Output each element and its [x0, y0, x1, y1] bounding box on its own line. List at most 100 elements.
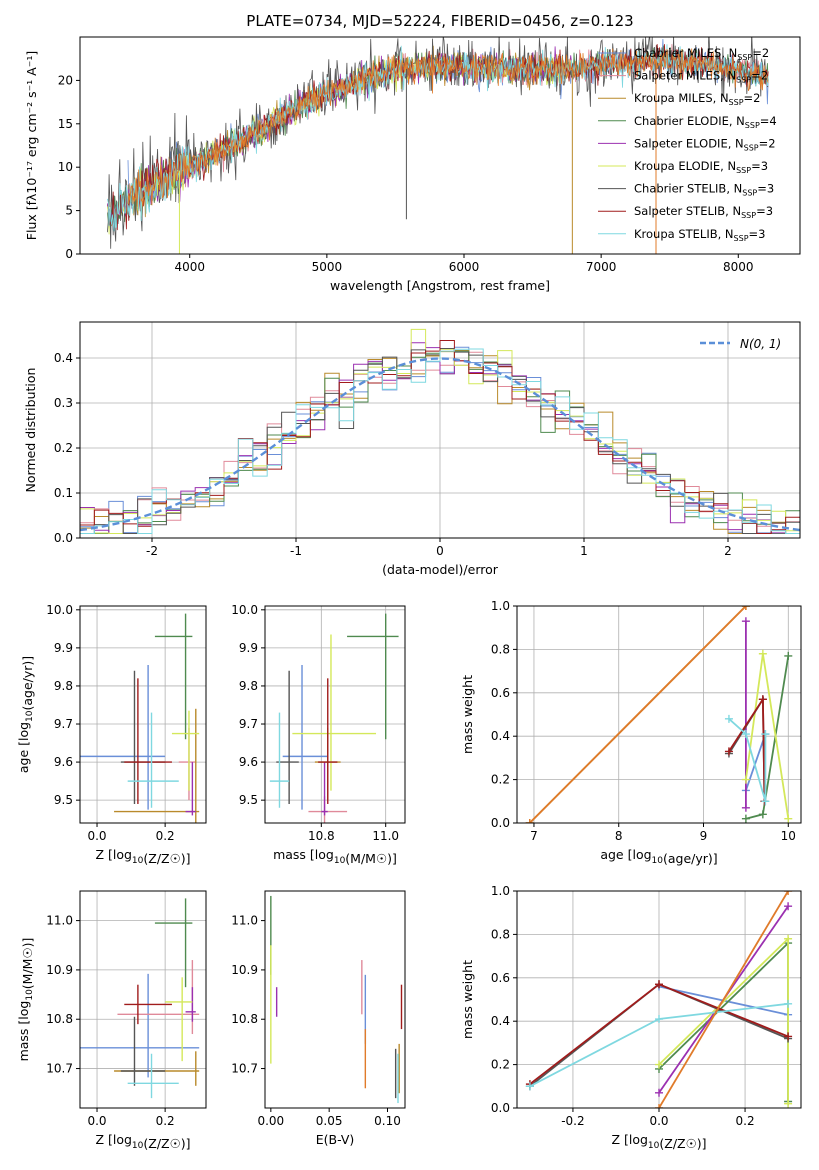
label-part: wavelength [Angstrom, rest frame]	[330, 278, 550, 293]
y-tick-label: 0.0	[54, 531, 73, 545]
weight-vs-age-plot	[525, 606, 793, 823]
weight-marker	[758, 810, 767, 819]
legend-text: Salpeter STELIB, N	[634, 204, 741, 218]
weight-marker	[741, 814, 750, 823]
y-tick-label: 9.9	[239, 641, 258, 655]
y-tick-label: 0.8	[491, 927, 510, 941]
x-tick-label: 0.00	[257, 1114, 284, 1128]
x-axis-label: E(B-V)	[316, 1132, 355, 1147]
y-tick-label: 11.0	[46, 914, 73, 928]
weight-marker	[655, 1060, 663, 1069]
axes-frame	[79, 890, 207, 1109]
x-axis-label: Z [log10(Z/Z☉)]	[611, 1132, 706, 1151]
weight-marker	[741, 617, 750, 626]
y-tick-label: 9.6	[54, 755, 73, 769]
weight-marker	[741, 803, 750, 812]
weight-marker	[525, 819, 534, 823]
y-axis-label: Normed distribution	[23, 368, 38, 493]
label-part: Z [	[95, 1132, 112, 1147]
weight-marker	[784, 891, 793, 895]
weight-marker	[784, 651, 793, 660]
x-tick-label: 8000	[723, 260, 754, 274]
legend-label: Salpeter ELODIE, NSSP=2	[634, 136, 776, 152]
legend-subscript: SSP	[744, 143, 759, 152]
weight-marker	[655, 1104, 663, 1108]
mass-vs-ebv-plot	[270, 895, 403, 1104]
legend-subscript: SSP	[734, 234, 749, 243]
label-part: log	[113, 847, 132, 862]
x-tick-label: 0	[436, 544, 444, 558]
legend-label: Chabrier ELODIE, NSSP=4	[634, 114, 777, 130]
x-tick-label: 0.05	[316, 1114, 343, 1128]
x-tick-label: 4000	[174, 260, 205, 274]
weight-vs-Z-plot	[525, 891, 793, 1108]
y-tick-label: 9.6	[239, 755, 258, 769]
x-tick-label: 2	[724, 544, 732, 558]
y-tick-label: 1.0	[491, 884, 510, 898]
x-tick-label: 7	[530, 829, 538, 843]
weight-line	[728, 718, 767, 802]
y-tick-label: 0.0	[491, 1101, 510, 1115]
legend-text: =3	[749, 227, 766, 241]
legend-text: Kroupa ELODIE, N	[634, 159, 736, 173]
y-tick-label: 10.8	[231, 1012, 258, 1026]
legend: N(0, 1)	[700, 337, 781, 351]
age-vs-mass-axes: 10.8 11.0 9.5 9.6 9.7 9.8 9.9 10.0 mass [log10(M…	[231, 603, 406, 866]
histogram-step	[80, 340, 800, 534]
x-axis-label: Z [log10(Z/Z☉)]	[95, 1132, 190, 1151]
y-tick-label: 10.0	[231, 603, 258, 617]
label-part: mass weight	[460, 960, 475, 1039]
label-part: (Z/Z☉)]	[659, 1136, 706, 1151]
label-part: log	[113, 1132, 132, 1147]
y-tick-label: 10.7	[46, 1062, 73, 1076]
weight-vs-Z-axes: -0.2 0.0 0.2 0.0 0.2 0.4 0.6 0.8 1.0 Z [log10(Z/Z…	[460, 884, 802, 1151]
y-tick-label: 0.1	[54, 486, 73, 500]
x-tick-label: 0.0	[87, 1114, 106, 1128]
weight-marker	[525, 1082, 534, 1091]
residuals-axes: -2 -1 0 1 2 0.0 0.1 0.2 0.3 0.4 (data-model)/error…	[23, 321, 801, 577]
mass-vs-Z-plot	[80, 898, 200, 1099]
label-part: log	[629, 1132, 648, 1147]
x-tick-label: 0.0	[87, 829, 106, 843]
legend-text: Chabrier ELODIE, N	[634, 114, 745, 128]
weight-marker	[655, 1088, 663, 1097]
legend-text: =2	[759, 136, 776, 150]
weight-line	[658, 940, 789, 1102]
label-part: (age/yr)]	[20, 656, 35, 711]
label-subscript: 10	[25, 989, 35, 1001]
legend-label: Chabrier STELIB, NSSP=3	[634, 182, 774, 198]
label-part: Z [	[611, 1132, 628, 1147]
y-tick-label: 1.0	[491, 599, 510, 613]
legend-label: Salpeter MILES, NSSP=2	[634, 69, 768, 85]
residuals-plot	[80, 328, 800, 534]
weight-marker	[724, 714, 733, 723]
x-axis-label: mass [log10(M/M☉)]	[273, 847, 397, 866]
y-axis-label: age [log10(age/yr)]	[16, 656, 35, 773]
axes-frame	[264, 890, 406, 1109]
axes-frame	[264, 605, 406, 824]
y-axis-label: mass weight	[460, 960, 475, 1039]
y-tick-label: 9.9	[54, 641, 73, 655]
age-vs-Z-plot	[80, 613, 200, 823]
legend-text: =4	[760, 114, 777, 128]
label-subscript: 10	[132, 1141, 144, 1151]
x-tick-label: 9	[700, 829, 708, 843]
label-subscript: 10	[648, 1141, 660, 1151]
label-subscript: 10	[132, 856, 144, 866]
weight-line	[529, 606, 747, 823]
legend-text: Chabrier STELIB, N	[634, 182, 742, 196]
spectrum-plot	[107, 37, 769, 254]
x-tick-label: 8	[615, 829, 623, 843]
y-axis-label: mass [log10(M/M☉)]	[16, 938, 35, 1062]
weight-marker	[758, 695, 767, 704]
legend-text: Salpeter MILES, N	[634, 69, 736, 83]
age-vs-mass-plot	[269, 613, 399, 823]
age-vs-Z-axes: 0.0 0.29.59.69.79.89.910.0Z [log10(Z/Z☉)]…	[16, 603, 207, 866]
x-axis-label: wavelength [Angstrom, rest frame]	[330, 278, 550, 293]
y-tick-label: 0.0	[491, 816, 510, 830]
y-axis-label: mass weight	[460, 675, 475, 754]
axes-frame	[79, 36, 801, 255]
